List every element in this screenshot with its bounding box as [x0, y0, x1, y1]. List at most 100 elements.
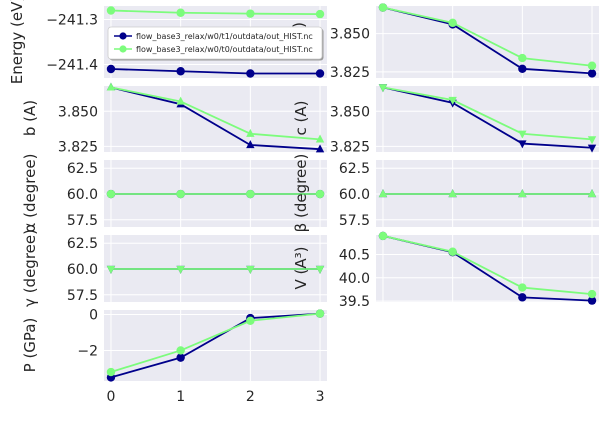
data-point: [176, 8, 185, 17]
data-point: [246, 140, 255, 149]
y-axis-label: b (A): [21, 100, 39, 136]
legend-marker: [119, 32, 127, 40]
series-line: [110, 68, 321, 75]
data-point: [176, 96, 185, 105]
data-point: [315, 309, 325, 318]
data-point: [378, 231, 388, 241]
series-line: [110, 86, 321, 151]
x-tick-label: 0: [107, 389, 116, 405]
series-line: [382, 6, 593, 67]
series-2: [378, 189, 597, 198]
series-line: [382, 86, 593, 149]
data-point: [246, 128, 255, 137]
data-point: [448, 247, 457, 256]
panel-volume: 39.5 40.0 40.5 V (A³): [292, 231, 599, 310]
data-point: [106, 367, 116, 377]
series-1: [106, 64, 325, 78]
data-point: [587, 61, 597, 70]
data-point: [176, 353, 185, 362]
series-line: [110, 312, 321, 373]
data-point: [587, 69, 597, 78]
legend-label: flow_base3_relax/w0/t1/outdata/out_HIST.…: [136, 32, 313, 41]
panel-alpha: 57.5 60.0 62.5 α (degree): [21, 154, 327, 233]
series-line: [382, 235, 593, 295]
y-tick-label: 0: [89, 307, 98, 323]
legend-marker: [119, 45, 127, 53]
y-axis-label: Energy (eV): [8, 0, 26, 84]
data-point: [448, 189, 457, 198]
data-point: [106, 64, 116, 74]
series-2: [106, 265, 325, 274]
y-axis-label: c (A): [292, 101, 310, 136]
x-tick-label: 2: [246, 389, 255, 405]
y-axis-label: γ (degree): [21, 229, 39, 307]
data-point: [176, 189, 185, 199]
y-tick-label: 60.0: [339, 187, 370, 203]
y-tick-label: 40.0: [339, 271, 370, 287]
data-point: [587, 189, 597, 198]
data-point: [246, 189, 255, 199]
y-tick-label: 3.825: [330, 65, 370, 81]
legend-label: flow_base3_relax/w0/t0/outdata/out_HIST.…: [136, 45, 313, 54]
panel-gamma: 57.5 60.0 62.5 γ (degree): [21, 229, 327, 307]
data-point: [448, 18, 457, 28]
data-point: [176, 265, 185, 274]
y-tick-label: 57.5: [67, 213, 98, 229]
y-tick-label: −241.4: [46, 58, 98, 74]
data-point: [246, 69, 255, 78]
data-point: [518, 64, 527, 74]
y-tick-label: 62.5: [339, 161, 370, 177]
y-tick-label: 57.5: [67, 288, 98, 304]
panel-background: [104, 86, 327, 152]
data-point: [315, 69, 325, 78]
series-line: [382, 86, 593, 141]
y-axis-label: P (GPa): [21, 318, 39, 373]
data-point: [246, 9, 255, 18]
y-axis-label: V (A³): [292, 246, 310, 289]
y-tick-label: 40.5: [339, 248, 370, 264]
data-point: [587, 296, 597, 305]
data-point: [176, 67, 185, 76]
y-tick-label: 3.825: [58, 139, 98, 155]
series-2: [106, 6, 325, 19]
y-axis-label: α (degree): [21, 154, 39, 233]
data-point: [315, 189, 325, 199]
y-tick-label: 57.5: [339, 213, 370, 229]
series-2: [106, 309, 325, 377]
data-point: [176, 346, 185, 355]
x-tick-label: 3: [316, 389, 325, 405]
y-tick-label: 3.850: [58, 104, 98, 120]
data-point: [246, 316, 255, 325]
data-point: [378, 84, 388, 93]
y-tick-label: 62.5: [67, 236, 98, 252]
x-tick-label: 1: [176, 389, 185, 405]
panel-background: [376, 86, 599, 152]
y-tick-label: 60.0: [67, 262, 98, 278]
series-line: [110, 86, 321, 141]
data-point: [315, 9, 325, 19]
panel-beta: 57.5 60.0 62.5 β (degree): [292, 154, 599, 233]
data-point: [518, 283, 527, 292]
data-point: [518, 140, 527, 149]
data-point: [587, 289, 597, 299]
data-point: [106, 265, 116, 274]
series-2: [378, 84, 597, 145]
data-point: [106, 82, 116, 91]
data-point: [378, 189, 388, 198]
series-2: [378, 3, 597, 70]
y-tick-label: 3.850: [330, 104, 370, 120]
data-point: [106, 189, 116, 199]
series-line: [110, 312, 321, 379]
data-point: [587, 136, 597, 145]
y-axis-label: β (degree): [292, 154, 310, 233]
data-point: [518, 189, 527, 198]
series-line: [110, 9, 321, 15]
data-point: [315, 144, 325, 153]
y-tick-label: 39.5: [339, 294, 370, 310]
y-tick-label: 60.0: [67, 187, 98, 203]
data-point: [246, 265, 255, 274]
data-point: [587, 144, 597, 153]
data-point: [518, 293, 527, 302]
data-point: [315, 134, 325, 143]
